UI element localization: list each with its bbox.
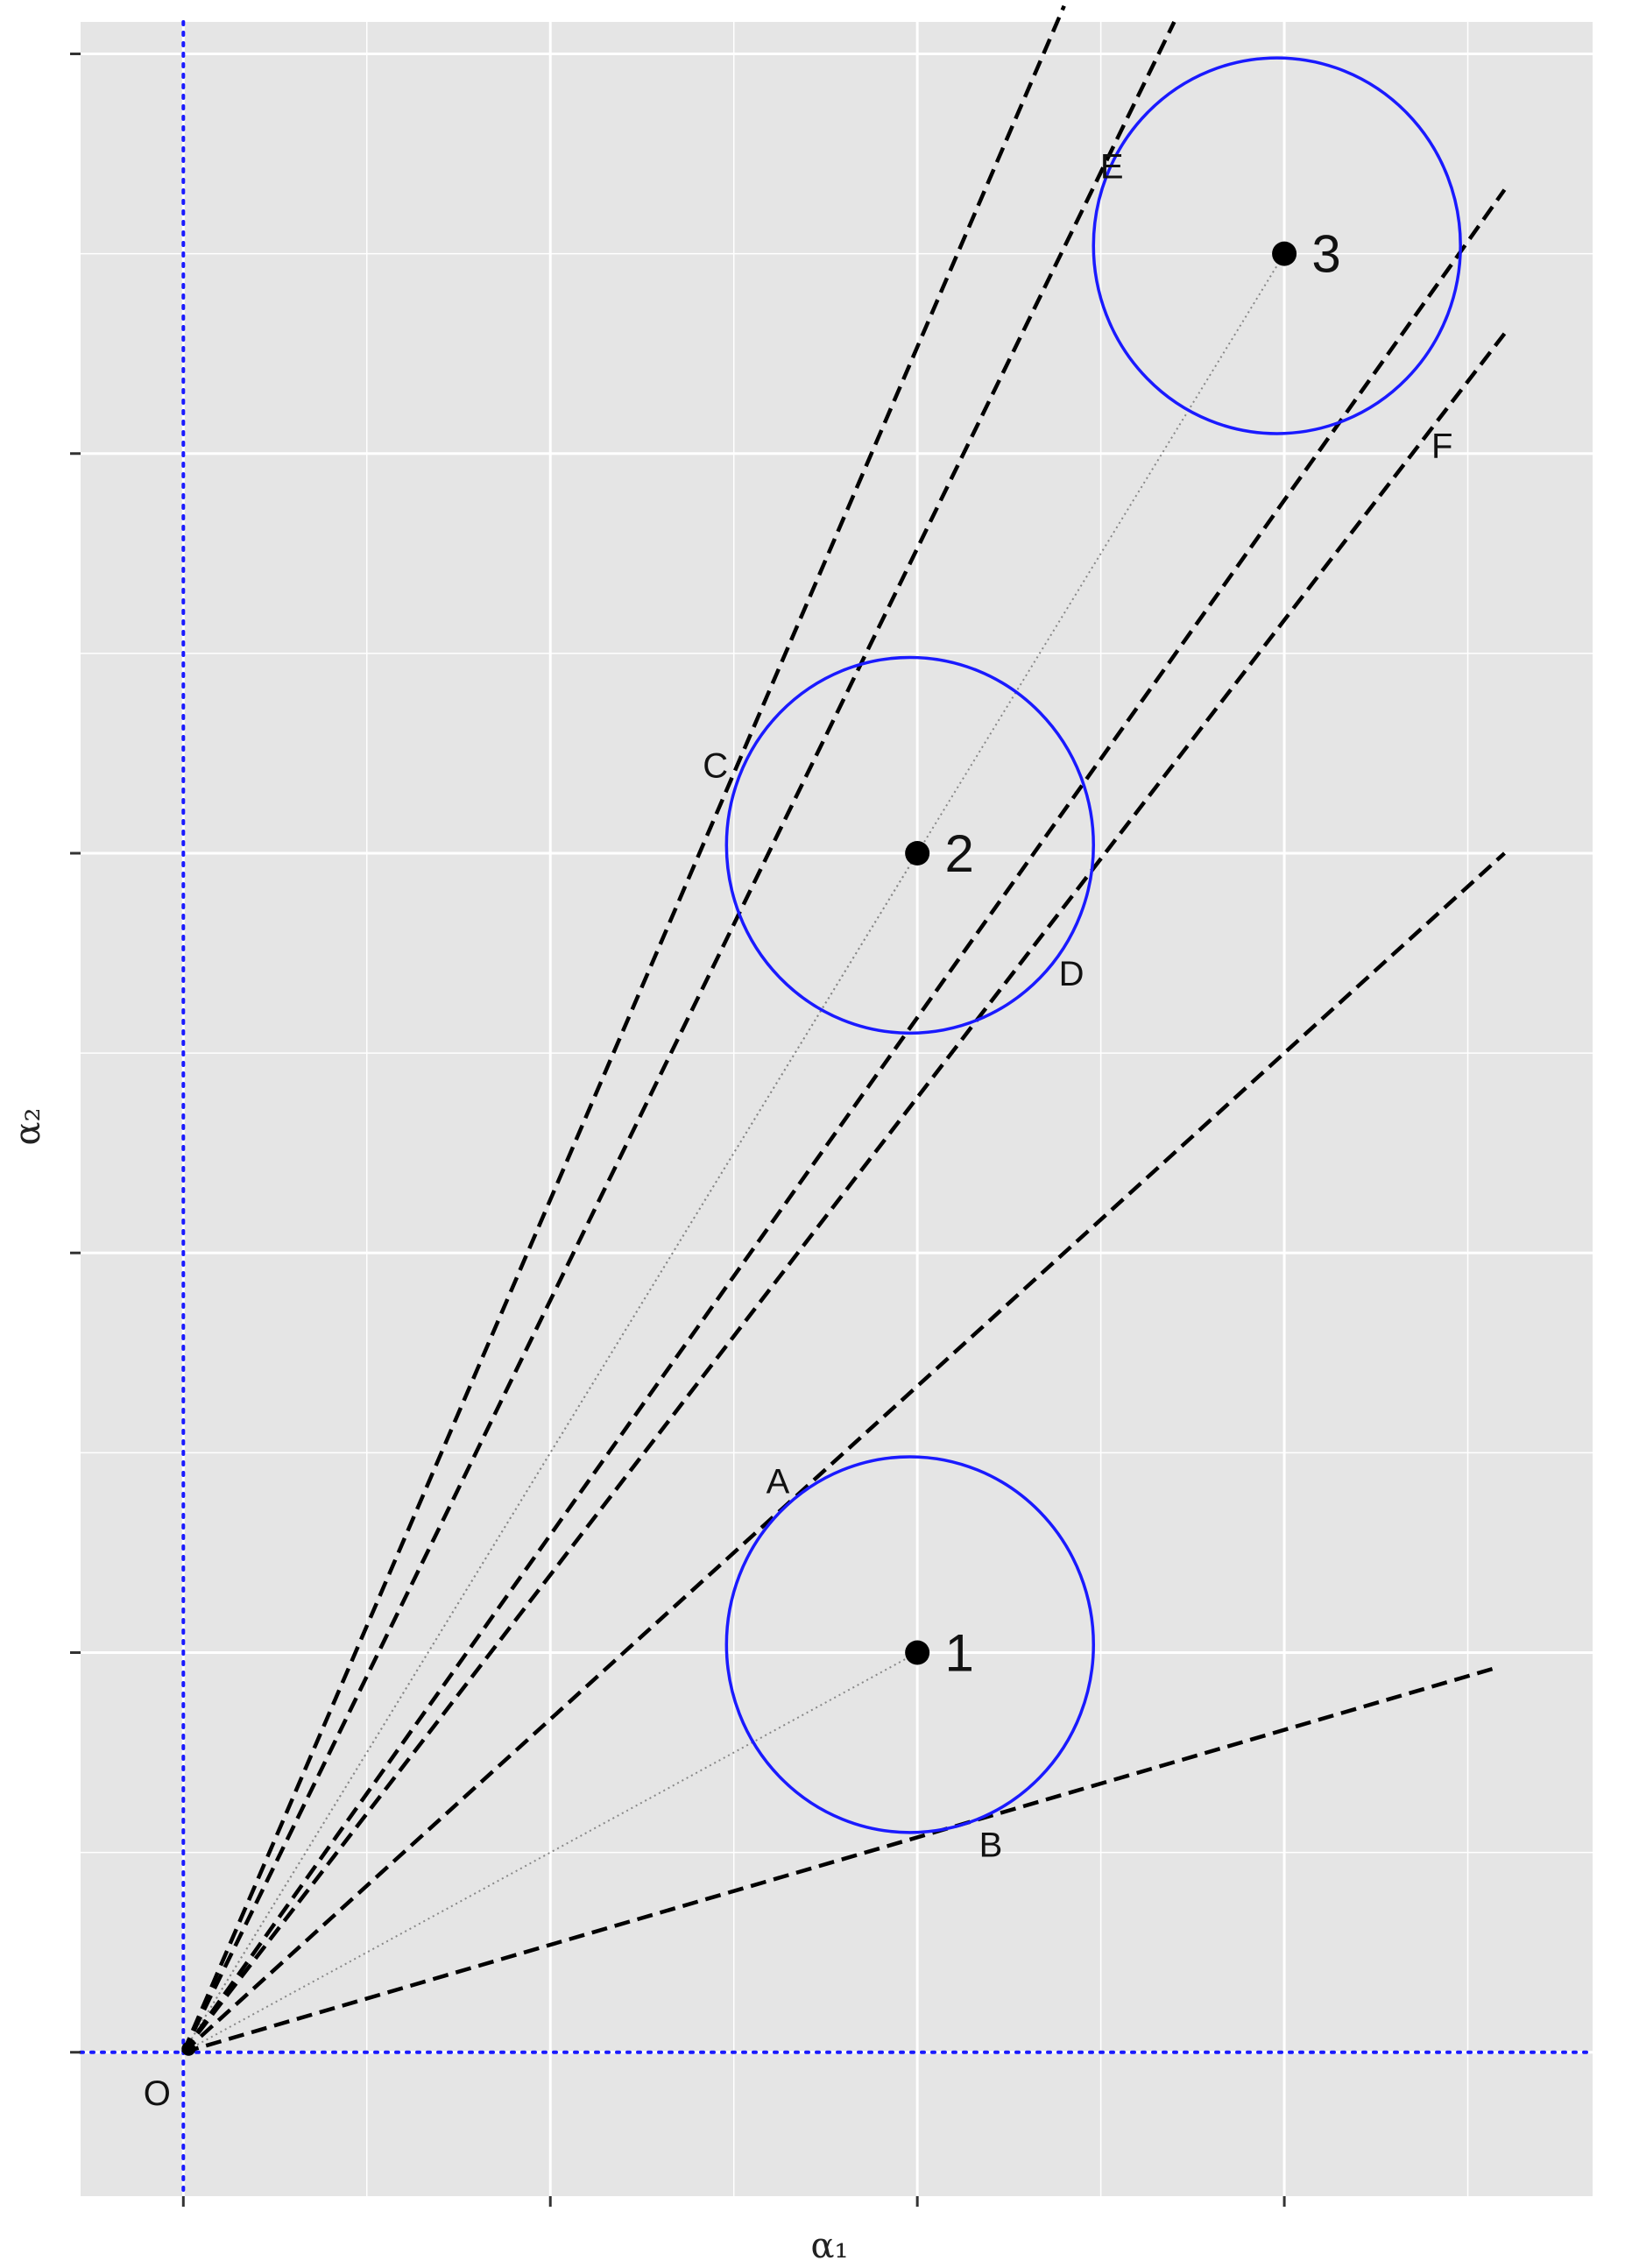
tangent-label-B: B [979, 1826, 1003, 1865]
tangent-line-D [181, 332, 1507, 2054]
circle-3 [1092, 56, 1462, 435]
circle-1 [724, 1455, 1096, 1834]
tangent-line-A [181, 851, 1506, 2054]
tangent-label-C: C [703, 747, 728, 786]
point-label-1: 1 [944, 1624, 973, 1683]
circle-2 [724, 655, 1096, 1035]
tangent-label-A: A [767, 1462, 790, 1501]
point-labels: A B C D E F 1 2 3 O [144, 147, 1453, 2113]
tangent-line-F [181, 188, 1507, 2054]
point-label-2: 2 [944, 824, 973, 883]
plot-panel [81, 22, 1593, 2196]
point-label-3: 3 [1311, 225, 1340, 284]
tangent-line-E [181, 21, 1176, 2053]
tangent-label-F: F [1431, 427, 1452, 466]
x-axis-title: α₁ [810, 2226, 848, 2266]
center-point-2 [905, 841, 930, 866]
center-points [181, 241, 1297, 2056]
tangent-label-E: E [1100, 147, 1124, 186]
origin-label: O [144, 2074, 171, 2113]
circles [724, 56, 1462, 1834]
center-point-3 [1272, 241, 1297, 266]
origin-point [181, 2041, 196, 2056]
tangent-line-C [181, 4, 1066, 2053]
y-axis-title: α₂ [8, 1107, 48, 1145]
tangent-line-B [182, 1666, 1494, 2054]
tangent-label-D: D [1059, 955, 1085, 993]
axis-ticks [70, 53, 1286, 2207]
reference-lines [79, 20, 1594, 2198]
tangent-lines [181, 4, 1507, 2054]
center-point-1 [905, 1640, 930, 1665]
